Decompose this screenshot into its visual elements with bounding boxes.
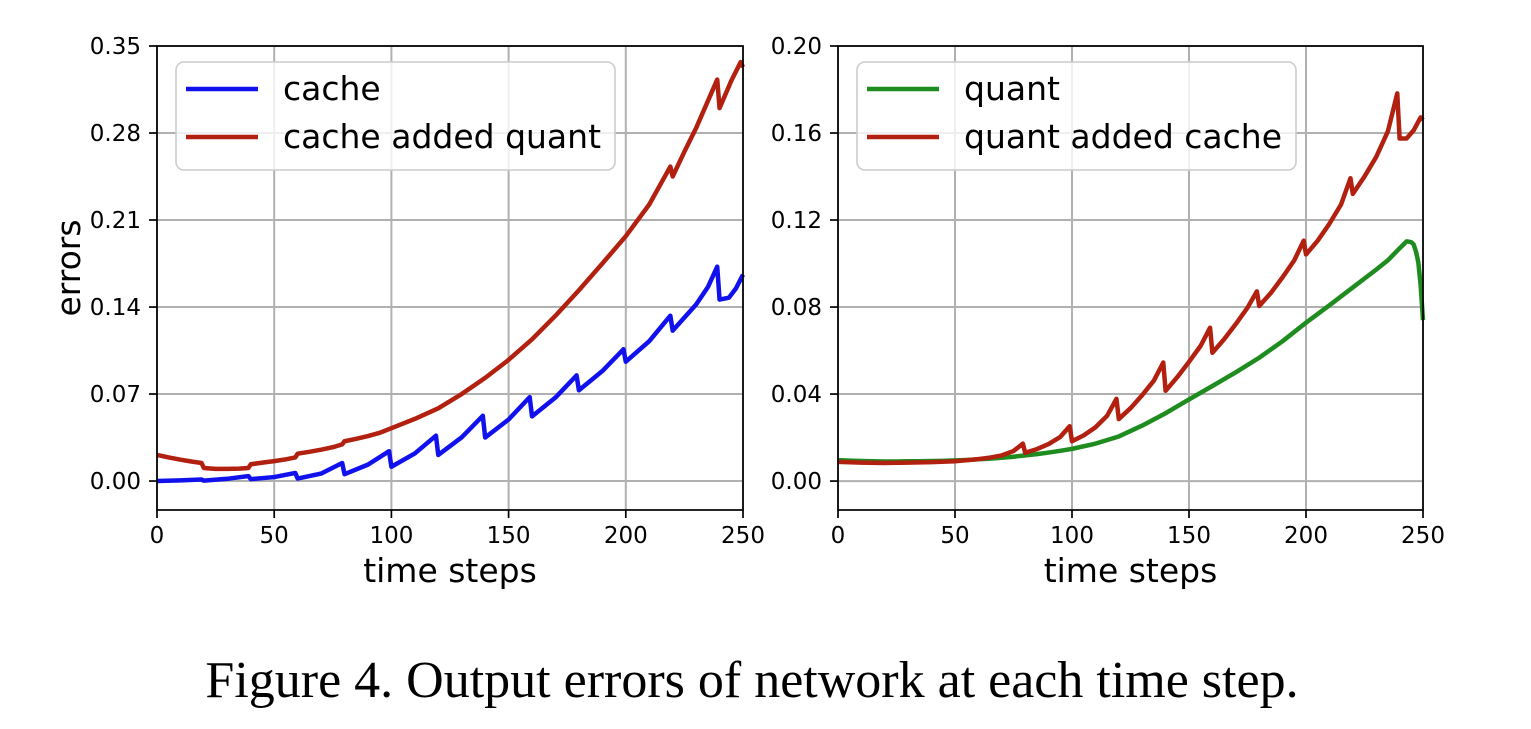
y-tick-label: 0.00	[771, 469, 822, 495]
x-axis-label: time steps	[1044, 551, 1218, 590]
legend-entry: cache	[186, 69, 381, 108]
legend-frame	[175, 61, 616, 171]
y-tick-label: 0.28	[90, 121, 141, 147]
x-tick-label: 150	[487, 523, 531, 549]
legend-entry: quant added cache	[867, 117, 1282, 156]
series-line-cache	[156, 264, 746, 484]
y-tick-label: 0.07	[90, 382, 141, 408]
x-tick-label: 250	[1401, 523, 1445, 549]
legend-entry: quant	[867, 69, 1060, 108]
x-tick-label: 200	[604, 523, 648, 549]
y-tick-label: 0.08	[771, 295, 822, 321]
legend: quant quant added cache	[856, 61, 1297, 171]
figure-caption: Figure 4. Output errors of network at ea…	[205, 652, 1298, 709]
y-tick-label: 0.20	[771, 34, 822, 60]
y-tick-label: 0.14	[90, 295, 141, 321]
legend-label: quant added cache	[964, 117, 1282, 156]
x-tick-label: 150	[1167, 523, 1211, 549]
chart-panel-right: 0 50 100 150 200 250 0.00 0.04 0.08 0.12 0.16 0.20 t…	[771, 34, 1445, 590]
legend-frame	[856, 61, 1297, 171]
y-tick-label: 0.35	[90, 34, 141, 60]
legend-label: cache	[283, 69, 381, 108]
y-tick-label: 0.04	[771, 382, 822, 408]
axes-frame	[156, 45, 744, 511]
y-axis-label: errors	[49, 219, 88, 316]
series-line-quant	[837, 239, 1426, 464]
y-tick-label: 0.12	[771, 208, 822, 234]
y-tick-label: 0.16	[771, 121, 822, 147]
legend: cache cache added quant	[175, 61, 616, 171]
series-line-quant-added-cache	[837, 91, 1425, 466]
x-axis-label: time steps	[363, 551, 537, 590]
x-tick-label: 250	[721, 523, 765, 549]
x-tick-label: 50	[940, 523, 969, 549]
y-tick-label: 0.21	[90, 208, 141, 234]
x-tick-label: 0	[150, 523, 165, 549]
x-tick-label: 200	[1284, 523, 1328, 549]
x-tick-label: 0	[831, 523, 846, 549]
x-tick-label: 100	[1050, 523, 1094, 549]
legend-label: quant	[964, 69, 1060, 108]
legend-entry: cache added quant	[186, 117, 601, 156]
axes-frame	[837, 45, 1424, 511]
chart-panel-left: 0 50 100 150 200 250 0.00 0.07 0.14 0.21 0.28 0.35 t…	[49, 34, 765, 590]
y-tick-label: 0.00	[90, 469, 141, 495]
legend-label: cache added quant	[283, 117, 601, 156]
x-tick-label: 100	[369, 523, 413, 549]
series-line-cache-added-quant	[156, 59, 746, 472]
x-tick-label: 50	[260, 523, 289, 549]
